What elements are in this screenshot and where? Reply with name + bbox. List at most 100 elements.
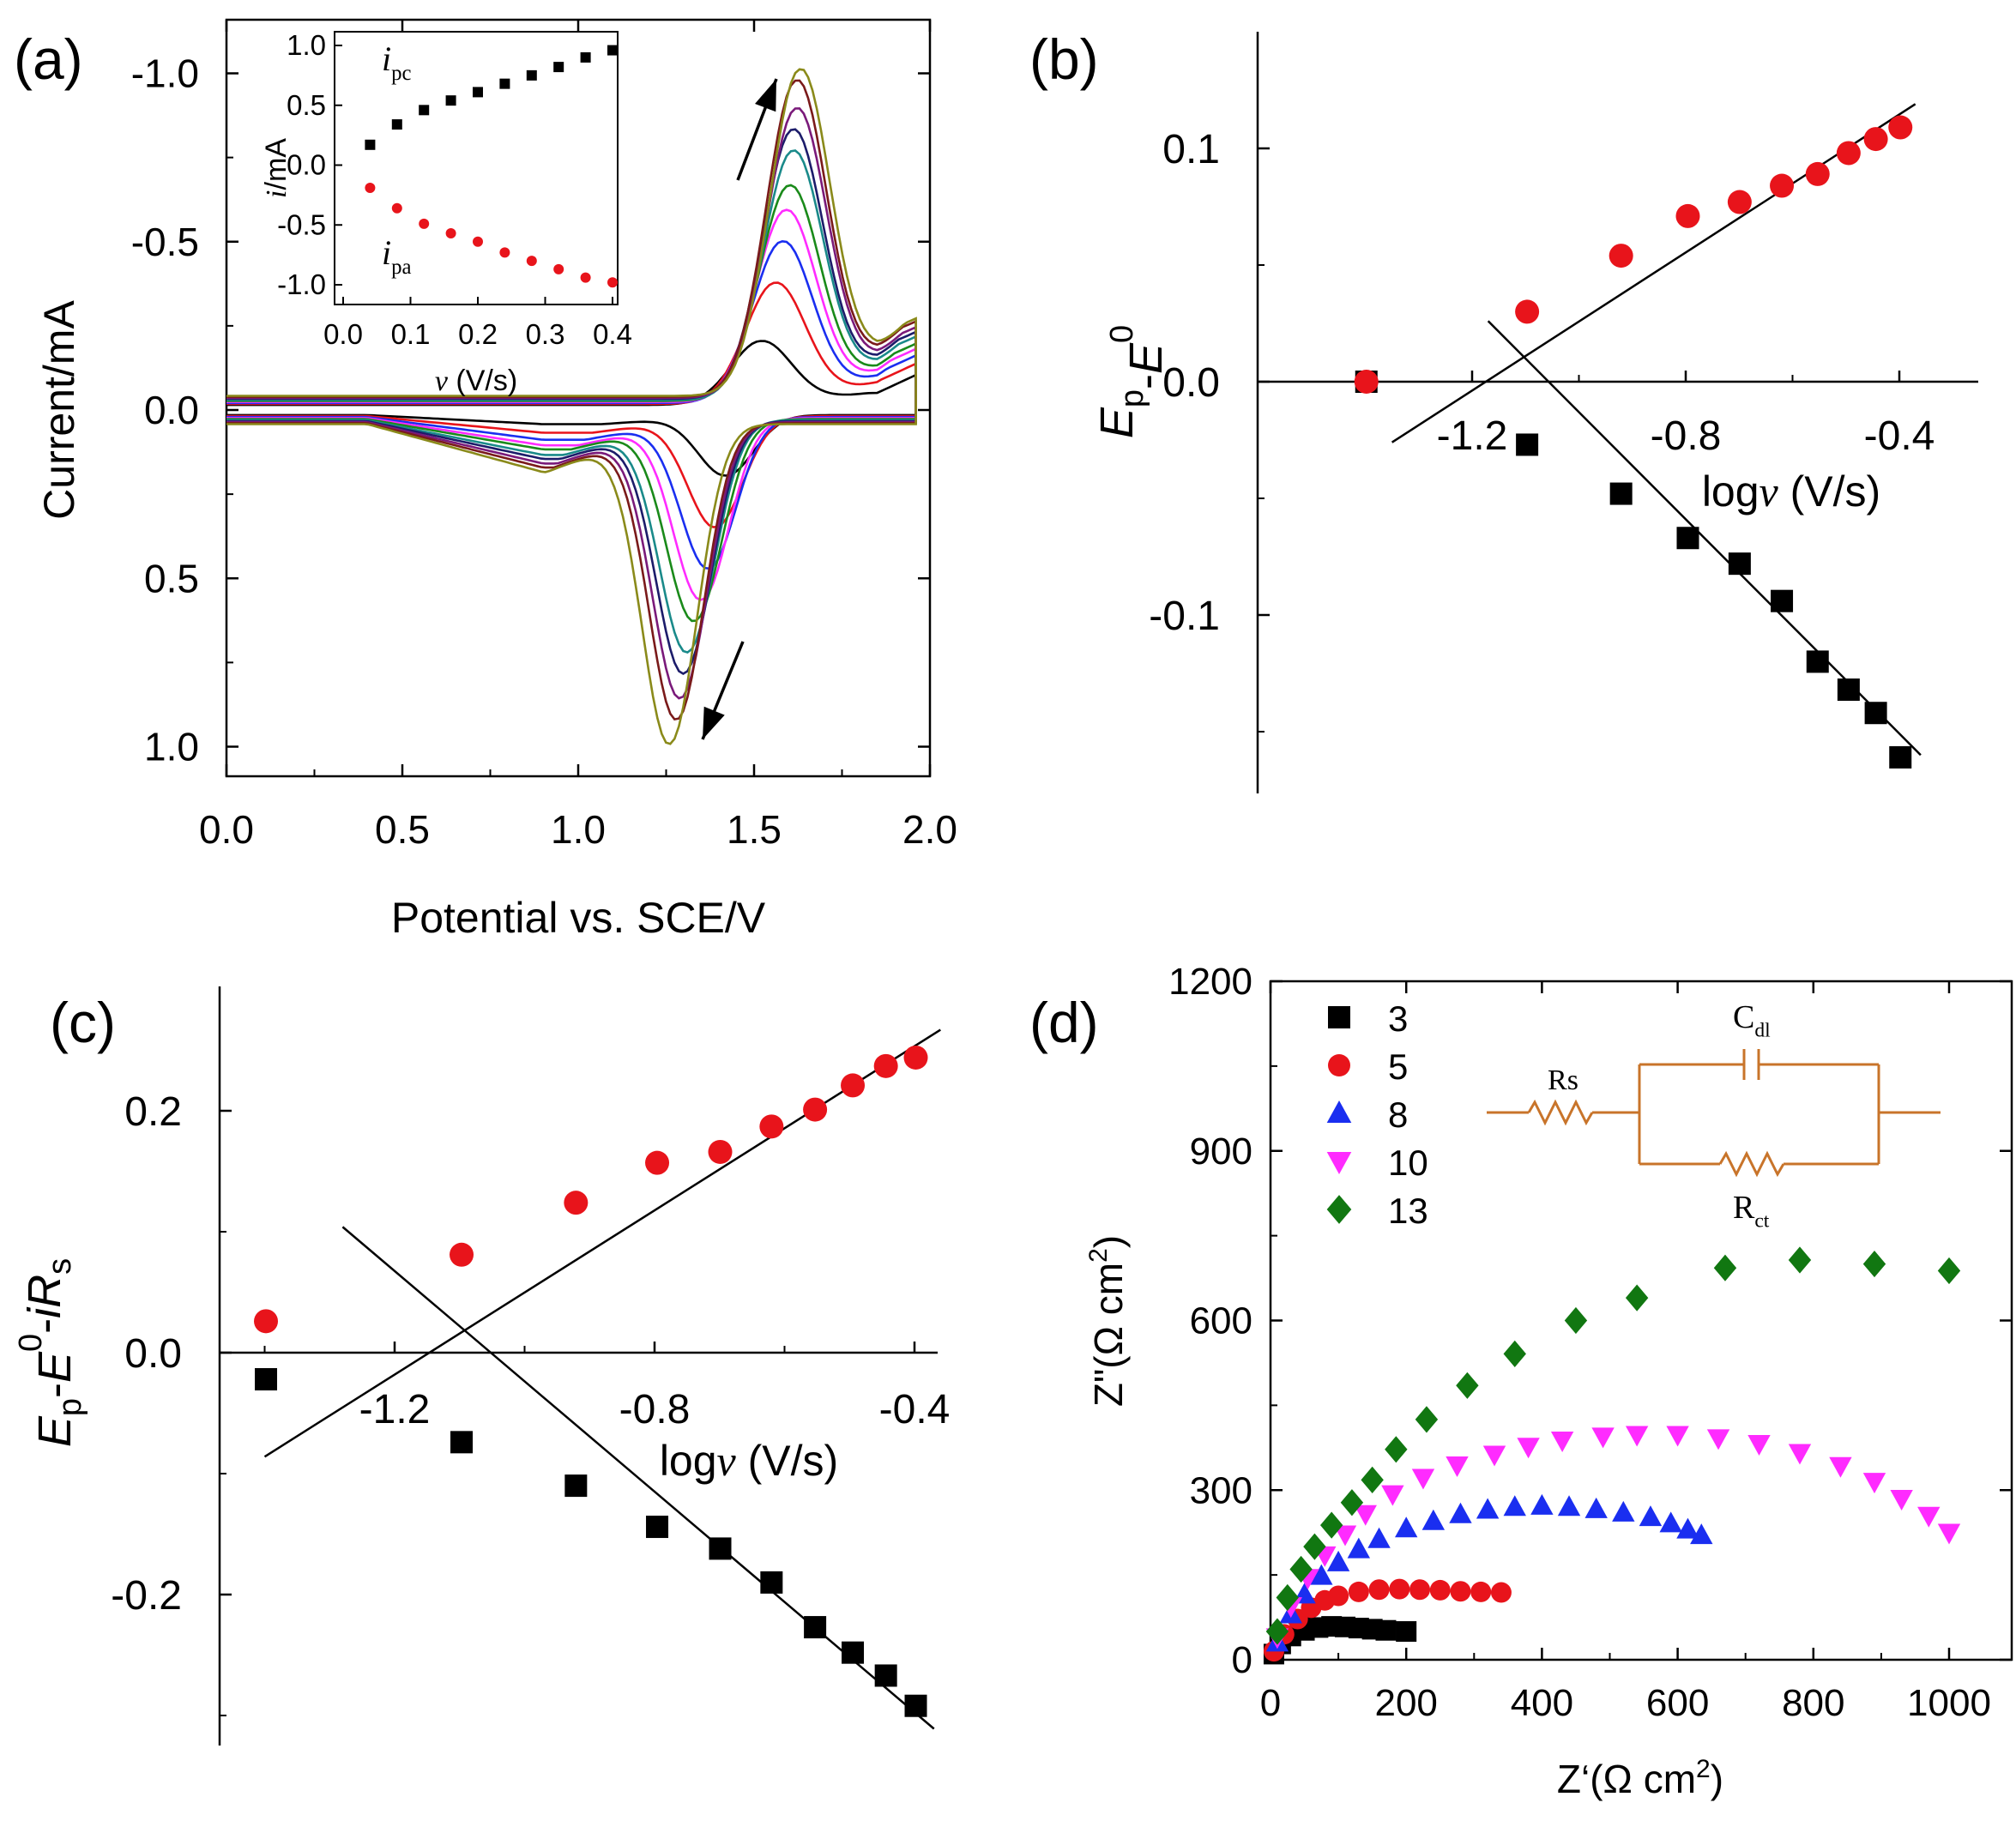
y-tick-label-c: 0.0 [124,1331,182,1377]
eis-point-13 [1265,1618,1289,1645]
eis-point-13 [1937,1257,1961,1285]
fit-line-c [263,1028,941,1458]
eis-point-10 [1788,1444,1812,1465]
eis-point-3 [1375,1619,1397,1641]
eis-point-5 [1490,1582,1512,1603]
panel-label-d: (d) [1029,991,1099,1054]
eis-point-10 [1411,1468,1435,1490]
anodic-point-c [841,1073,866,1098]
anodic-point-b [1836,141,1861,166]
cathodic-point-b [1889,745,1912,769]
eis-point-8 [1659,1511,1682,1533]
cv-curve [226,68,917,745]
legend-label-10: 10 [1388,1143,1428,1183]
cathodic-point-c [874,1664,897,1687]
inset-x-axis-label: ν (V/s) [435,365,517,397]
panel-a: 0.0 0.5 1.0 1.5 2.0 -1.0 -0.5 0.0 0.5 1.0 Potentia… [14,18,957,942]
cathodic-point-b [1864,702,1887,725]
cathodic-point-c [255,1368,278,1391]
x-axis-label-b: logν (V/s) [1702,467,1880,516]
eis-point-5 [1389,1578,1410,1600]
inset-ipc-point [391,119,402,130]
eis-point-13 [1713,1254,1737,1281]
eis-point-13 [1361,1466,1384,1493]
x-tick-label-a: 2.0 [902,807,957,852]
eis-point-8 [1367,1527,1391,1548]
inset-ipc-point [553,62,564,73]
eis-point-13 [1862,1250,1886,1278]
y-tick-label-b: 0.0 [1162,360,1220,406]
x-tick-label-c: -0.8 [619,1387,691,1432]
eis-point-8 [1639,1505,1663,1527]
eis-point-5 [1328,1585,1349,1607]
inset-ipc-point [365,139,376,150]
x-tick-label-d: 0 [1260,1682,1281,1724]
x-tick-label-a: 0.5 [375,807,430,852]
panel-label-b: (b) [1029,27,1099,91]
inset-ipc-point [526,69,537,81]
eis-point-13 [1625,1284,1649,1311]
circuit-label-cdl: Cdl [1733,999,1771,1042]
eis-point-10 [1354,1504,1377,1526]
eis-point-10 [1706,1429,1730,1450]
anodic-point-b [1515,299,1540,324]
legend-marker-10 [1326,1151,1352,1174]
y-tick-label-d: 1200 [1168,961,1252,1003]
inset-ipc-point [607,45,618,56]
eis-point-5 [1409,1579,1431,1601]
legend-label-13: 13 [1388,1191,1428,1231]
eis-point-13 [1289,1555,1313,1583]
cv-curves [226,68,917,745]
cathodic-point-c [804,1616,827,1639]
panel-b: -1.2 -0.8 -0.4 0.1 0.0 -0.1 logν (V/s) Ep-E0 (b) [1029,27,1978,793]
fit-line-c [341,1226,935,1730]
legend-label-3: 3 [1388,998,1408,1039]
cathodic-point-b [1771,589,1794,612]
inset-a: 0.0 0.1 0.2 0.3 0.4 1.0 0.5 0.0 -0.5 -1.0 ν (V/s) i… [260,29,632,397]
panel-c: -1.2 -0.8 -0.4 0.2 0.0 -0.2 logν (V/s) Ep-E0-iR… [13,986,950,1746]
inset-ipa-point [553,263,564,274]
x-axis-label-a: Potential vs. SCE/V [391,894,766,942]
cathodic-point-b [1806,650,1829,673]
resistor-rs-icon [1527,1099,1594,1126]
eis-point-10 [1591,1427,1615,1449]
inset-y-axis-label: i/mA [260,138,293,198]
x-tick-label-b: -0.8 [1651,413,1722,459]
x-tick-label-b: -1.2 [1437,413,1508,459]
arrow-up-icon [755,79,776,112]
anodic-point-b [1863,127,1888,152]
anodic-point-b [1770,173,1795,198]
inset-ipc-point [473,87,483,98]
eis-point-8 [1676,1517,1699,1539]
y-tick-label-b: 0.1 [1162,127,1220,172]
eis-point-10 [1550,1432,1574,1453]
legend-marker-13 [1326,1195,1352,1224]
inset-x-tick-label: 0.1 [391,318,431,350]
inset-x-tick-label: 0.3 [526,318,565,350]
eis-point-13 [1788,1246,1812,1274]
eis-point-8 [1690,1523,1713,1545]
cathodic-point-b [1728,552,1751,576]
eis-point-10 [1446,1456,1469,1478]
anodic-point-b [1675,203,1700,228]
y-tick-label-d: 900 [1190,1131,1252,1173]
eis-point-13 [1385,1436,1408,1463]
y-tick-label-a: -0.5 [131,220,199,264]
eis-point-13 [1503,1340,1526,1367]
y-tick-label-c: -0.2 [111,1573,182,1619]
cathodic-point-c [564,1474,588,1498]
anodic-point-c [564,1191,589,1215]
y-tick-label-a: -1.0 [131,51,199,96]
anodic-point-b [1805,161,1830,186]
eis-point-8 [1557,1495,1581,1516]
circuit-label-rct: Rct [1733,1190,1770,1233]
anodic-point-b [1888,115,1913,140]
inset-ipa-point [473,236,483,247]
inset-ipc-point [419,105,430,116]
eis-point-8 [1310,1564,1333,1585]
eis-point-13 [1340,1489,1364,1516]
anodic-point-c [254,1309,279,1334]
cathodic-point-b [1676,527,1699,550]
